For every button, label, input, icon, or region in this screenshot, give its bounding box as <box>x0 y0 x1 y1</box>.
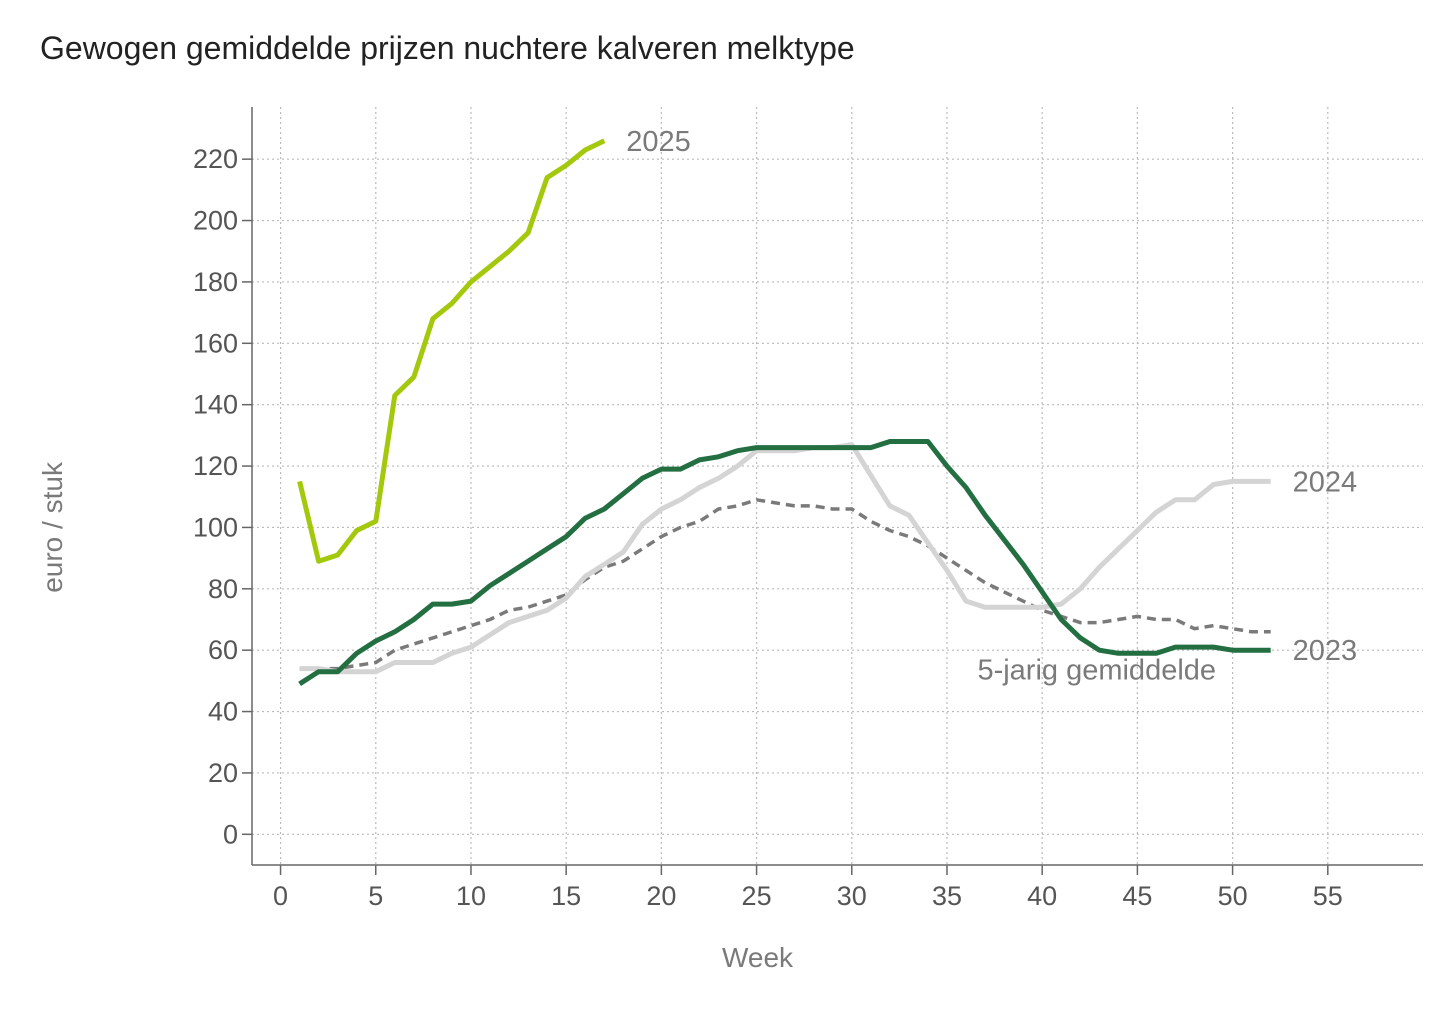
x-tick-label: 45 <box>1122 881 1152 911</box>
y-axis-title: euro / stuk <box>37 461 68 593</box>
y-tick-label: 60 <box>208 635 238 665</box>
x-tick-label: 35 <box>932 881 962 911</box>
x-tick-label: 10 <box>456 881 486 911</box>
y-tick-label: 100 <box>193 512 238 542</box>
x-tick-label: 50 <box>1218 881 1248 911</box>
series-label-5-jarig-gemiddelde: 5-jarig gemiddelde <box>977 655 1216 687</box>
series-label-2023: 2023 <box>1293 635 1358 667</box>
series-labels: 2025 2024 2023 5-jarig gemiddelde <box>626 126 1357 687</box>
y-tick-label: 0 <box>223 819 238 849</box>
series-label-2025: 2025 <box>626 126 691 158</box>
x-tick-label: 20 <box>646 881 676 911</box>
y-tick-label: 140 <box>193 390 238 420</box>
y-tick-label: 20 <box>208 758 238 788</box>
y-tick-label: 200 <box>193 206 238 236</box>
axes <box>251 107 1423 866</box>
y-tick-label: 120 <box>193 451 238 481</box>
x-tick-label: 40 <box>1027 881 1057 911</box>
x-tick-label: 55 <box>1313 881 1343 911</box>
series-label-2024: 2024 <box>1293 466 1358 498</box>
series-line-5-jarig-gemiddelde <box>299 498 1271 671</box>
x-axis-title: Week <box>722 942 794 973</box>
y-tick-label: 180 <box>193 267 238 297</box>
y-tick-label: 80 <box>208 574 238 604</box>
y-tick-label: 160 <box>193 328 238 358</box>
series-lines <box>297 138 1271 687</box>
tick-labels: 0 20 40 60 80 100 120 140 160 180 200 220 0 5 10 15 20 25… <box>193 144 1343 911</box>
y-tick-label: 40 <box>208 697 238 727</box>
gridlines <box>252 107 1423 865</box>
series-line-2023 <box>298 439 1271 687</box>
x-tick-label: 30 <box>837 881 867 911</box>
chart-title: Gewogen gemiddelde prijzen nuchtere kalv… <box>40 30 855 66</box>
x-tick-label: 5 <box>368 881 383 911</box>
y-tick-label: 220 <box>193 144 238 174</box>
x-tick-label: 0 <box>273 881 288 911</box>
x-tick-label: 15 <box>551 881 581 911</box>
x-tick-label: 25 <box>742 881 772 911</box>
series-line-2024 <box>299 442 1271 675</box>
series-line-2025 <box>297 138 606 564</box>
